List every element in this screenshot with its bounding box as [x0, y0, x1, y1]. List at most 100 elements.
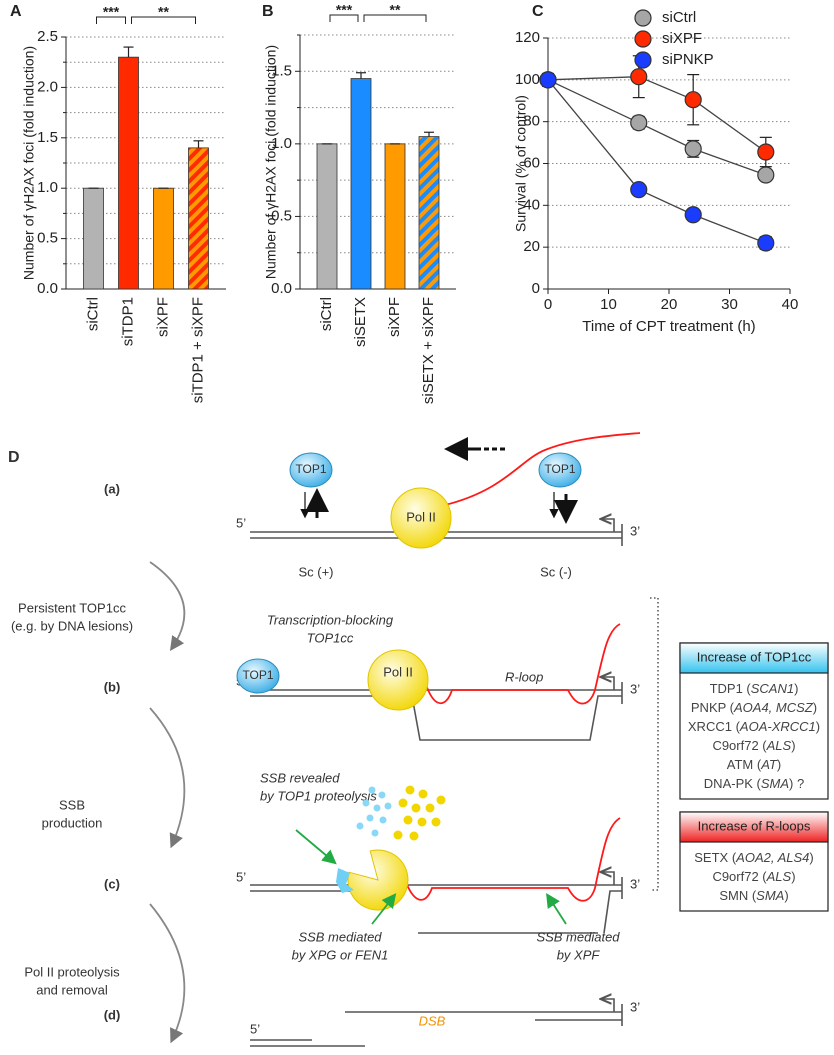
- bar: [188, 147, 209, 290]
- dna-strand: [603, 890, 622, 934]
- box-item-part: ALS: [766, 738, 792, 753]
- y-tick-label: 2.5: [37, 28, 58, 45]
- transition-arrow: [149, 903, 186, 1044]
- arrow: [371, 893, 397, 925]
- pol-ii-label: Pol II: [383, 664, 413, 679]
- box-item-part: TDP1 (: [710, 681, 752, 696]
- box-item-part: AOA-XRCC1: [739, 719, 816, 734]
- annotation: by XPG or FEN1: [292, 947, 389, 962]
- transition-label: SSB: [59, 797, 85, 812]
- significance-label: **: [158, 4, 169, 20]
- dsb-label: DSB: [419, 1013, 446, 1028]
- point: [630, 114, 648, 132]
- pol-ii: [390, 487, 452, 549]
- annotation: SSB revealed: [260, 770, 340, 785]
- annotation: TOP1cc: [307, 630, 354, 645]
- three-prime: 3’: [630, 999, 640, 1014]
- point: [630, 181, 648, 199]
- supercoil-label: Sc (+): [298, 564, 333, 579]
- transition-arrow: [149, 707, 186, 849]
- annotation: by XPF: [557, 947, 601, 962]
- box-item-part: C9orf72 (: [712, 869, 767, 884]
- annotation: SSB mediated: [298, 929, 382, 944]
- bar: [384, 143, 406, 290]
- series-line: [547, 76, 767, 153]
- x-tick-label: 20: [661, 296, 678, 313]
- annotation: SSB mediated: [536, 929, 620, 944]
- point: [757, 166, 775, 184]
- x-tick-label: siCtrl: [84, 297, 101, 331]
- box-title: Increase of R-loops: [698, 818, 811, 833]
- y-tick-label: 60: [523, 154, 540, 171]
- rna: [404, 817, 621, 902]
- y-axis-label: Number of γH2AX foci (fold induction): [21, 46, 37, 280]
- point: [539, 71, 557, 89]
- transition-label: Pol II proteolysis: [24, 964, 120, 979]
- box-item-part: SMA: [761, 776, 789, 791]
- legend-label: siCtrl: [662, 9, 696, 26]
- annotation: by TOP1 proteolysis: [260, 788, 377, 803]
- bracket: [650, 597, 659, 891]
- box-item-part: AOA2, ALS4: [735, 850, 809, 865]
- promoter-arrow: [602, 677, 615, 690]
- y-tick-label: 40: [523, 196, 540, 213]
- bar: [83, 187, 104, 290]
- pol-ii-label: Pol II: [406, 509, 436, 524]
- bar: [153, 187, 174, 290]
- y-axis-label: Survival (% of control): [513, 95, 529, 232]
- panel-label: A: [10, 3, 22, 20]
- legend-label: siXPF: [662, 30, 702, 47]
- box-title: Increase of TOP1cc: [697, 649, 812, 664]
- top1: [289, 452, 333, 488]
- three-prime: 3’: [630, 681, 640, 696]
- point: [684, 206, 702, 224]
- box-item-part: ): [816, 719, 820, 734]
- top1-label: TOP1: [544, 462, 575, 476]
- point: [684, 140, 702, 158]
- bar: [118, 56, 139, 290]
- box-item: C9orf72 (ALS): [712, 738, 795, 753]
- box-item-part: ALS: [766, 869, 792, 884]
- y-axis-label: Number of γH2AX foci (fold induction): [263, 45, 279, 279]
- five-prime: 5’: [236, 869, 246, 884]
- y-tick-label: 120: [515, 29, 540, 46]
- panel-label: D: [8, 449, 20, 466]
- arrow: [546, 892, 567, 925]
- box-item-part: ATM (: [727, 757, 762, 772]
- bar: [316, 143, 338, 290]
- y-tick-label: 0.5: [271, 207, 292, 224]
- box-item-part: ): [791, 869, 795, 884]
- panel-label: C: [532, 3, 544, 20]
- box-item-part: ): [784, 888, 788, 903]
- y-tick-label: 0.0: [37, 280, 58, 297]
- y-tick-label: 2.0: [37, 78, 58, 95]
- y-tick-label: 0.0: [271, 280, 292, 297]
- significance-label: ***: [336, 2, 353, 18]
- y-tick-label: 0: [532, 280, 540, 297]
- x-tick-label: siSETX: [352, 297, 369, 347]
- rna: [444, 432, 641, 506]
- annotation: Transcription-blocking: [267, 612, 394, 627]
- y-tick-label: 20: [523, 238, 540, 255]
- significance-bracket: [329, 14, 359, 22]
- box-header: [679, 811, 829, 843]
- promoter-arrow: [602, 519, 615, 532]
- legend-marker: [634, 51, 652, 69]
- box-item-part: C9orf72 (: [712, 738, 767, 753]
- legend-marker: [634, 9, 652, 27]
- box-item-part: SCAN1: [751, 681, 794, 696]
- supercoil-label: Sc (-): [540, 564, 572, 579]
- transition-label: and removal: [36, 982, 108, 997]
- y-tick-label: 1.5: [37, 129, 58, 146]
- y-tick-label: 0.5: [37, 230, 58, 247]
- y-tick-label: 100: [515, 71, 540, 88]
- legend-label: siPNKP: [662, 51, 714, 68]
- box-item-part: ): [791, 738, 795, 753]
- point: [757, 234, 775, 252]
- transition-arrow: [149, 561, 186, 651]
- x-tick-label: siTDP1 + siXPF: [189, 297, 206, 403]
- promoter-arrow: [602, 872, 615, 885]
- x-tick-label: 40: [782, 296, 799, 313]
